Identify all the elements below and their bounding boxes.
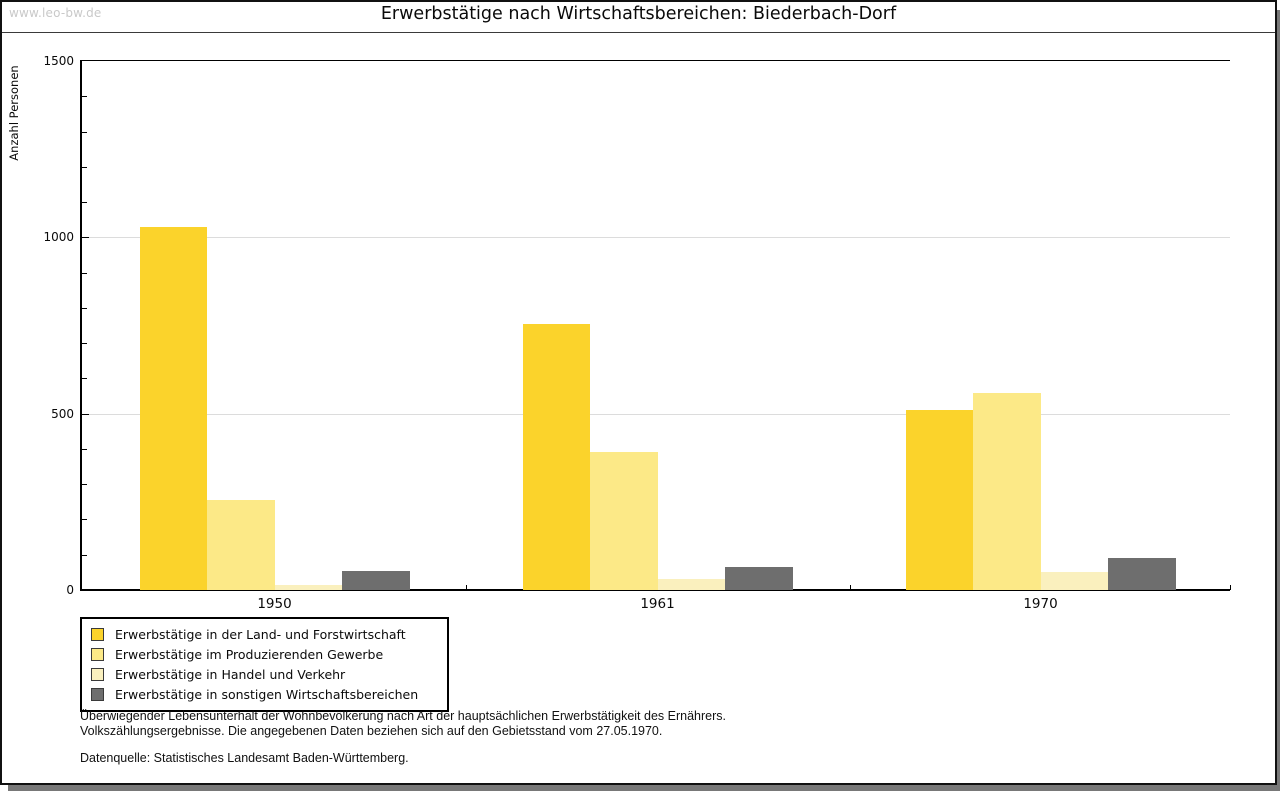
y-tick-label: 1500 (43, 54, 74, 68)
legend-swatch-icon (91, 687, 104, 701)
data-source-text: Datenquelle: Statistisches Landesamt Bad… (80, 751, 409, 765)
legend-swatch-icon (91, 627, 104, 641)
y-axis-tick (82, 519, 87, 521)
bar-1950-series-3 (342, 570, 410, 590)
watermark: www.leo-bw.de (9, 6, 102, 20)
legend-item: Erwerbstätige in Handel und Verkehr (91, 664, 438, 684)
x-axis-tick (466, 585, 467, 590)
footnote-line-2: Volkszählungsergebnisse. Die angegebenen… (80, 723, 663, 738)
x-axis-tick (849, 585, 851, 590)
y-tick-label: 0 (66, 583, 74, 597)
x-axis-tick (1230, 585, 1231, 590)
y-axis-tick (82, 554, 87, 556)
bar-1961-series-1 (590, 452, 658, 590)
y-axis-tick (82, 237, 89, 239)
y-axis-tick (82, 272, 87, 274)
y-axis-tick (82, 343, 87, 345)
legend-swatch-icon (91, 667, 104, 681)
y-axis-tick (82, 484, 87, 486)
legend-item: Erwerbstätige im Produzierenden Gewerbe (91, 644, 438, 664)
legend-swatch-icon (91, 647, 104, 661)
bar-1950-series-2 (274, 584, 342, 590)
y-axis-tick (82, 307, 87, 309)
bar-1970-series-1 (973, 392, 1041, 590)
y-axis-tick (82, 413, 89, 415)
y-axis-tick (82, 166, 87, 168)
legend-item: Erwerbstätige in sonstigen Wirtschaftsbe… (91, 684, 438, 704)
bar-1970-series-2 (1040, 572, 1108, 590)
bar-1970-series-0 (905, 410, 973, 590)
gridline (82, 413, 1230, 415)
y-axis-tick (82, 202, 87, 204)
x-category-label: 1961 (640, 596, 675, 612)
legend-label: Erwerbstätige im Produzierenden Gewerbe (115, 646, 384, 662)
title-separator-line (2, 32, 1275, 33)
legend-item: Erwerbstätige in der Land- und Forstwirt… (91, 624, 438, 644)
bar-1961-series-2 (657, 579, 725, 590)
y-axis-title: Anzahl Personen (7, 65, 21, 161)
legend-label: Erwerbstätige in Handel und Verkehr (115, 666, 346, 682)
legend-label: Erwerbstätige in der Land- und Forstwirt… (115, 626, 406, 642)
y-axis-tick (82, 448, 87, 450)
bar-1961-series-3 (725, 567, 793, 590)
x-category-label: 1950 (257, 596, 292, 612)
y-tick-label: 500 (51, 406, 74, 421)
footnote-text: Überwiegender Lebensunterhalt der Wohnbe… (80, 709, 726, 738)
bar-1950-series-0 (139, 226, 207, 590)
gridline (82, 237, 1230, 239)
y-axis-tick (82, 96, 87, 98)
drop-shadow-right (1277, 10, 1280, 791)
footnote-line-1: Überwiegender Lebensunterhalt der Wohnbe… (80, 709, 726, 723)
chart-plot: 0 500 1000 1500 1950 1961 1970 (43, 54, 1231, 612)
x-category-label: 1970 (1023, 596, 1058, 612)
y-axis-tick (82, 131, 87, 133)
y-axis-tick (82, 378, 87, 380)
legend-label: Erwerbstätige in sonstigen Wirtschaftsbe… (115, 686, 419, 702)
bar-1961-series-0 (522, 323, 590, 590)
drop-shadow-bottom (8, 785, 1280, 791)
bar-1950-series-1 (207, 500, 275, 590)
legend-box: Erwerbstätige in der Land- und Forstwirt… (80, 617, 449, 712)
y-tick-label: 1000 (43, 230, 74, 245)
chart-title: Erwerbstätige nach Wirtschaftsbereichen:… (380, 4, 897, 24)
bar-1970-series-3 (1108, 558, 1176, 590)
